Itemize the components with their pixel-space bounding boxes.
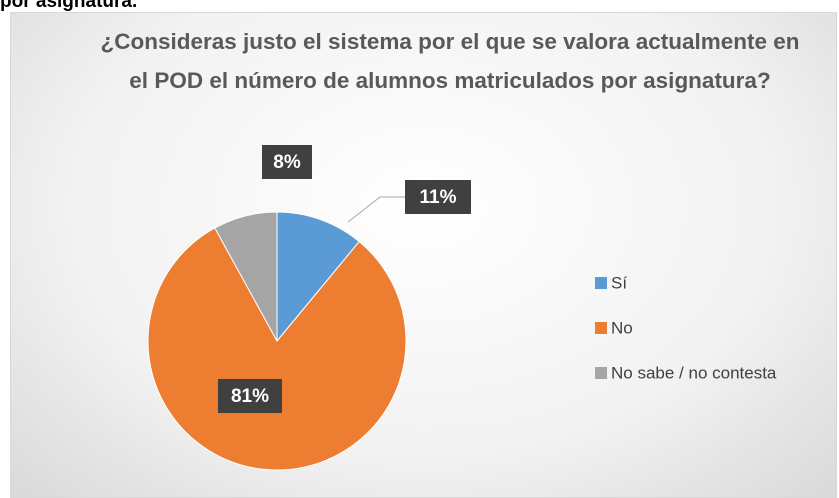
legend-swatch bbox=[595, 277, 607, 289]
legend-label: No sabe / no contesta bbox=[611, 363, 777, 382]
page-heading: por asignatura. bbox=[0, 0, 138, 12]
legend-swatch bbox=[595, 322, 607, 334]
data-label: 81% bbox=[231, 386, 269, 407]
data-label-box bbox=[262, 145, 312, 179]
data-label-box bbox=[218, 379, 282, 413]
legend-label: Sí bbox=[611, 273, 627, 292]
data-label-box bbox=[405, 180, 471, 214]
chart-frame bbox=[10, 12, 837, 498]
pie-slice bbox=[276, 211, 360, 343]
pie-slice bbox=[214, 211, 278, 342]
data-label: 11% bbox=[420, 187, 457, 208]
leader-line bbox=[347, 196, 405, 223]
legend-swatch bbox=[595, 367, 607, 379]
data-label: 8% bbox=[273, 152, 301, 173]
legend-label: No bbox=[611, 318, 633, 337]
pie-slice bbox=[147, 227, 407, 471]
chart-title: ¿Consideras justo el sistema por el que … bbox=[100, 29, 800, 93]
